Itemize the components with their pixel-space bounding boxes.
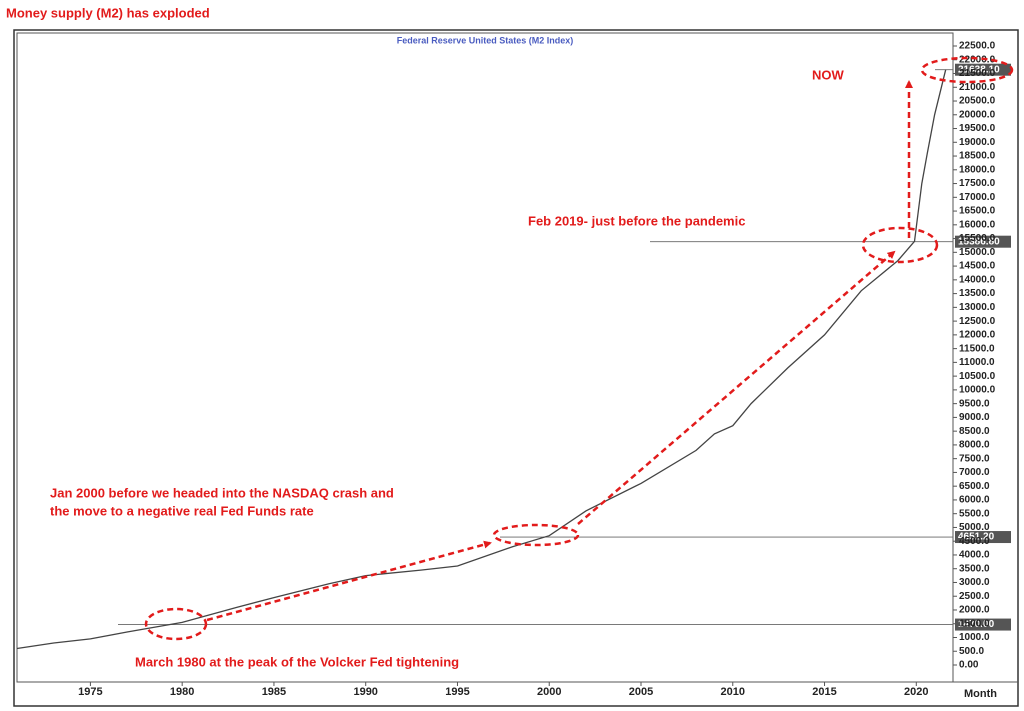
y-tick-label: 20000.0 [959, 109, 996, 120]
annotation: Feb 2019- just before the pandemic [528, 213, 745, 228]
y-tick-label: 0.00 [959, 660, 979, 671]
x-tick-label: 1985 [262, 686, 286, 698]
annotation: Jan 2000 before we headed into the NASDA… [50, 485, 394, 500]
reference-label-box [955, 235, 1011, 248]
y-tick-label: 20500.0 [959, 96, 996, 107]
x-tick-label: 1975 [78, 686, 102, 698]
annotation: March 1980 at the peak of the Volcker Fe… [135, 654, 459, 669]
y-tick-label: 11500.0 [959, 343, 995, 354]
y-tick-label: 17000.0 [959, 192, 996, 203]
reference-label: 15386.80 [958, 236, 1000, 247]
x-tick-label: 2010 [721, 686, 745, 698]
y-tick-label: 12000.0 [959, 330, 996, 341]
reference-label: 4651.20 [958, 532, 995, 543]
reference-label: 21638.10 [958, 64, 1000, 75]
frame [13, 29, 1019, 707]
y-tick-label: 22000.0 [959, 54, 996, 65]
x-tick-label: 1995 [445, 686, 469, 698]
annotation-marks [144, 56, 1014, 641]
y-tick-label: 9500.0 [959, 398, 990, 409]
y-tick-label: 10500.0 [959, 371, 996, 382]
y-tick-label: 14000.0 [959, 274, 996, 285]
plot-area [16, 32, 954, 683]
y-tick-label: 21000.0 [959, 82, 996, 93]
y-tick-label: 8000.0 [959, 440, 990, 451]
y-tick-label: 4000.0 [959, 550, 990, 561]
y-tick-label: 5500.0 [959, 508, 990, 519]
reference-label-box [955, 618, 1011, 631]
series-line [16, 69, 947, 650]
y-tick-label: 6500.0 [959, 481, 990, 492]
y-tick-label: 11000.0 [959, 357, 995, 368]
y-tick-label: 13500.0 [959, 288, 996, 299]
y-tick-label: 1500.0 [959, 618, 990, 629]
y-tick-label: 15000.0 [959, 247, 996, 258]
arrow [206, 540, 492, 622]
y-tick-label: 500.0 [959, 646, 984, 657]
reference-label-box [955, 63, 1011, 76]
y-tick-label: 8500.0 [959, 426, 990, 437]
y-tick-label: 14500.0 [959, 261, 996, 272]
y-tick-label: 4500.0 [959, 536, 990, 547]
reference-label: 1470.00 [958, 619, 995, 630]
y-tick-label: 6000.0 [959, 495, 990, 506]
highlight-circle [144, 607, 208, 641]
x-tick-label: 2000 [537, 686, 561, 698]
x-tick-label: 1990 [353, 686, 377, 698]
y-tick-label: 17500.0 [959, 178, 996, 189]
annotation: NOW [812, 67, 845, 82]
arrow [577, 250, 896, 525]
y-tick-label: 19500.0 [959, 123, 996, 134]
y-tick-label: 5000.0 [959, 522, 990, 533]
x-tick-label: 1980 [170, 686, 194, 698]
y-tick-label: 18500.0 [959, 151, 996, 162]
highlight-circle [861, 226, 939, 264]
y-tick-label: 7000.0 [959, 467, 990, 478]
x-tick-label: 2015 [812, 686, 836, 698]
x-tick-label: 2020 [904, 686, 928, 698]
y-tick-label: 9000.0 [959, 412, 990, 423]
y-tick-label: 3000.0 [959, 577, 990, 588]
y-tick-label: 16500.0 [959, 206, 996, 217]
y-tick-label: 21500.0 [959, 68, 996, 79]
highlight-circle [920, 56, 1014, 84]
y-tick-label: 3500.0 [959, 563, 990, 574]
y-tick-label: 12500.0 [959, 316, 996, 327]
x-tick-label: 2005 [629, 686, 653, 698]
y-tick-label: 10000.0 [959, 385, 996, 396]
y-tick-label: 19000.0 [959, 137, 996, 148]
y-tick-label: 18000.0 [959, 164, 996, 175]
x-axis-label: Month [964, 688, 997, 700]
y-tick-label: 13000.0 [959, 302, 996, 313]
y-tick-label: 1000.0 [959, 632, 990, 643]
highlight-circle [492, 523, 580, 547]
chart-title: Money supply (M2) has exploded [6, 5, 210, 20]
chart-subtitle: Federal Reserve United States (M2 Index) [397, 35, 574, 45]
annotation: the move to a negative real Fed Funds ra… [50, 503, 314, 518]
y-tick-label: 16000.0 [959, 219, 996, 230]
y-tick-label: 2000.0 [959, 605, 990, 616]
y-tick-label: 15500.0 [959, 233, 996, 244]
reference-label-box [955, 531, 1011, 544]
y-tick-label: 22500.0 [959, 41, 996, 52]
y-tick-label: 2500.0 [959, 591, 990, 602]
y-tick-label: 7500.0 [959, 453, 990, 464]
